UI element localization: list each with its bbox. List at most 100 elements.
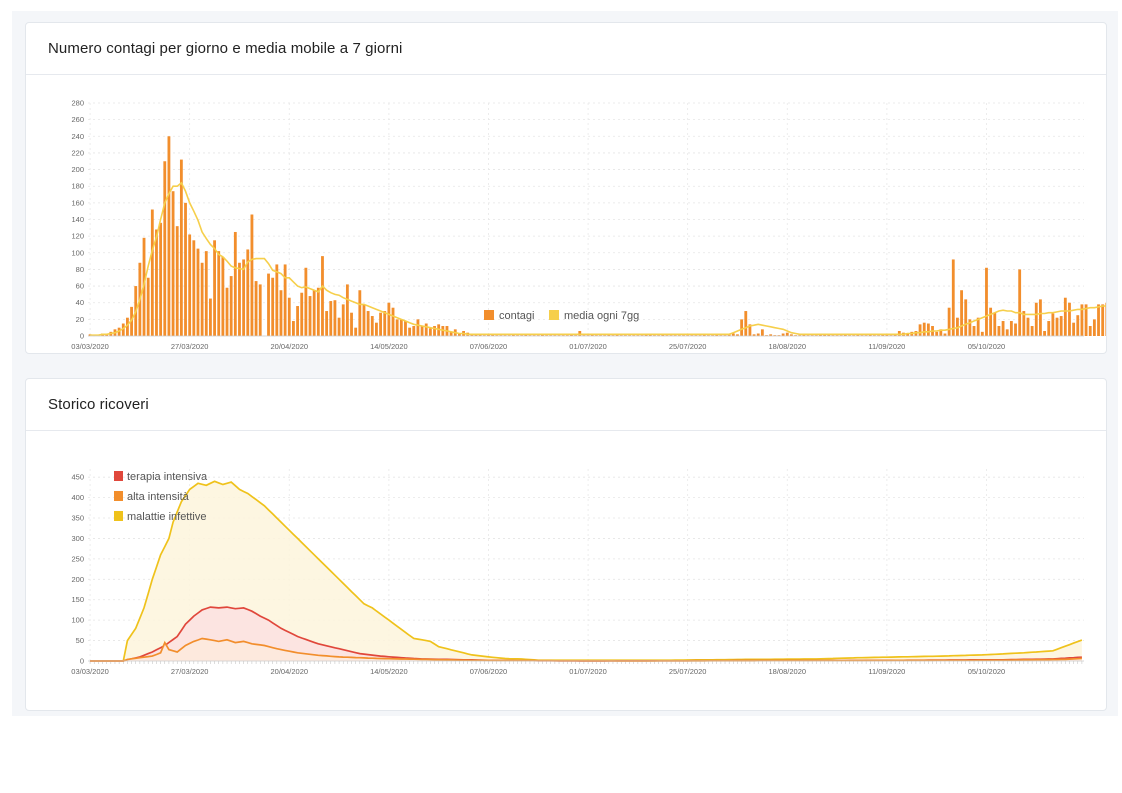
y-tick-label: 50 [76, 636, 84, 645]
bar-contagi [935, 331, 939, 336]
bar-contagi [781, 333, 785, 336]
bar-contagi [715, 334, 719, 336]
x-tick-label: 07/06/2020 [470, 342, 508, 351]
x-tick-label: 11/09/2020 [868, 342, 905, 351]
y-tick-label: 250 [71, 554, 84, 563]
line-media-7gg [90, 181, 1106, 336]
bar-contagi [719, 335, 723, 336]
bar-contagi [221, 256, 225, 336]
bar-contagi [304, 267, 308, 336]
y-tick-label: 140 [71, 215, 84, 224]
bar-contagi [972, 326, 976, 336]
bar-contagi [806, 335, 810, 336]
bar-contagi [217, 251, 221, 336]
bar-contagi [449, 331, 453, 336]
bar-contagi [831, 335, 835, 336]
bar-contagi [756, 333, 760, 336]
bar-contagi [989, 307, 993, 336]
bar-contagi [204, 251, 208, 336]
bar-contagi [565, 335, 569, 336]
bar-contagi [839, 335, 843, 336]
bar-contagi [1030, 326, 1034, 336]
bar-contagi [549, 335, 553, 336]
bar-contagi [694, 335, 698, 336]
bar-contagi [366, 311, 370, 336]
legend-swatch [484, 310, 494, 320]
bar-contagi [947, 307, 951, 336]
bar-contagi [1059, 316, 1063, 336]
bar-contagi [856, 334, 860, 336]
bar-contagi [520, 335, 524, 336]
bar-contagi [628, 335, 631, 336]
bar-contagi [574, 335, 578, 336]
bar-contagi [960, 290, 963, 336]
bar-contagi [748, 324, 752, 336]
bar-contagi [594, 335, 598, 336]
bar-contagi [412, 326, 416, 336]
bar-contagi [702, 334, 706, 336]
bar-contagi [819, 334, 822, 336]
bar-contagi [1080, 304, 1084, 336]
bar-contagi [590, 334, 594, 336]
bar-contagi [744, 311, 748, 336]
bar-contagi [885, 334, 889, 336]
bar-contagi [341, 304, 345, 336]
bar-contagi [312, 290, 316, 336]
bar-contagi [420, 326, 424, 336]
y-tick-label: 150 [71, 595, 84, 604]
bar-contagi [267, 273, 270, 336]
bar-contagi [163, 161, 167, 336]
area-malattie-infettive [90, 481, 1082, 661]
x-tick-label: 11/09/2020 [868, 667, 905, 676]
bar-contagi [370, 316, 374, 336]
y-tick-label: 120 [71, 232, 84, 241]
bar-contagi [864, 335, 868, 336]
bar-contagi [1101, 304, 1105, 336]
legend: terapia intensiva alta intensità malattie … [114, 471, 208, 523]
bar-contagi [345, 284, 349, 336]
bar-contagi [624, 335, 627, 336]
bar-contagi [171, 191, 175, 336]
bar-contagi [1005, 329, 1009, 336]
y-tick-label: 60 [76, 282, 84, 291]
bar-contagi [682, 335, 685, 336]
bar-contagi [350, 312, 353, 336]
bar-contagi [707, 335, 710, 336]
bar-contagi [619, 335, 623, 336]
bar-contagi [126, 317, 129, 336]
legend-label: alta intensità [127, 491, 190, 503]
bar-contagi [238, 262, 241, 336]
bar-contagi [968, 319, 972, 336]
bar-contagi [321, 256, 324, 336]
bar-contagi [661, 334, 665, 336]
y-tick-label: 0 [80, 332, 84, 341]
bar-contagi [690, 335, 694, 336]
bar-contagi [964, 299, 968, 336]
chart-card-contagi: Numero contagi per giorno e media mobile… [25, 22, 1107, 354]
bar-contagi [354, 327, 358, 336]
chart-card-ricoveri: Storico ricoveri 0 50 100 150 200 250 300 350 40… [25, 378, 1107, 711]
bar-contagi [275, 264, 279, 336]
bar-contagi [184, 202, 187, 336]
y-tick-label: 240 [71, 132, 84, 141]
bar-contagi [640, 335, 644, 336]
bar-contagi [877, 335, 880, 336]
bar-contagi [603, 335, 607, 336]
bar-contagi [428, 328, 432, 336]
bar-contagi [835, 335, 839, 336]
y-tick-label: 450 [71, 473, 84, 482]
bar-contagi [1034, 302, 1038, 336]
bar-contagi [918, 324, 922, 336]
bar-contagi [1055, 317, 1059, 336]
bar-contagi [860, 335, 864, 336]
bar-contagi [437, 324, 441, 336]
card-header: Numero contagi per giorno e media mobile… [26, 23, 1106, 75]
bar-contagi [337, 317, 341, 336]
bar-contagi [557, 335, 561, 336]
x-tick-label: 14/05/2020 [370, 667, 408, 676]
bar-contagi [478, 334, 482, 336]
bar-contagi [1092, 319, 1096, 336]
x-tick-label: 03/03/2020 [71, 667, 109, 676]
bar-contagi [88, 334, 92, 336]
y-tick-label: 40 [76, 298, 84, 307]
